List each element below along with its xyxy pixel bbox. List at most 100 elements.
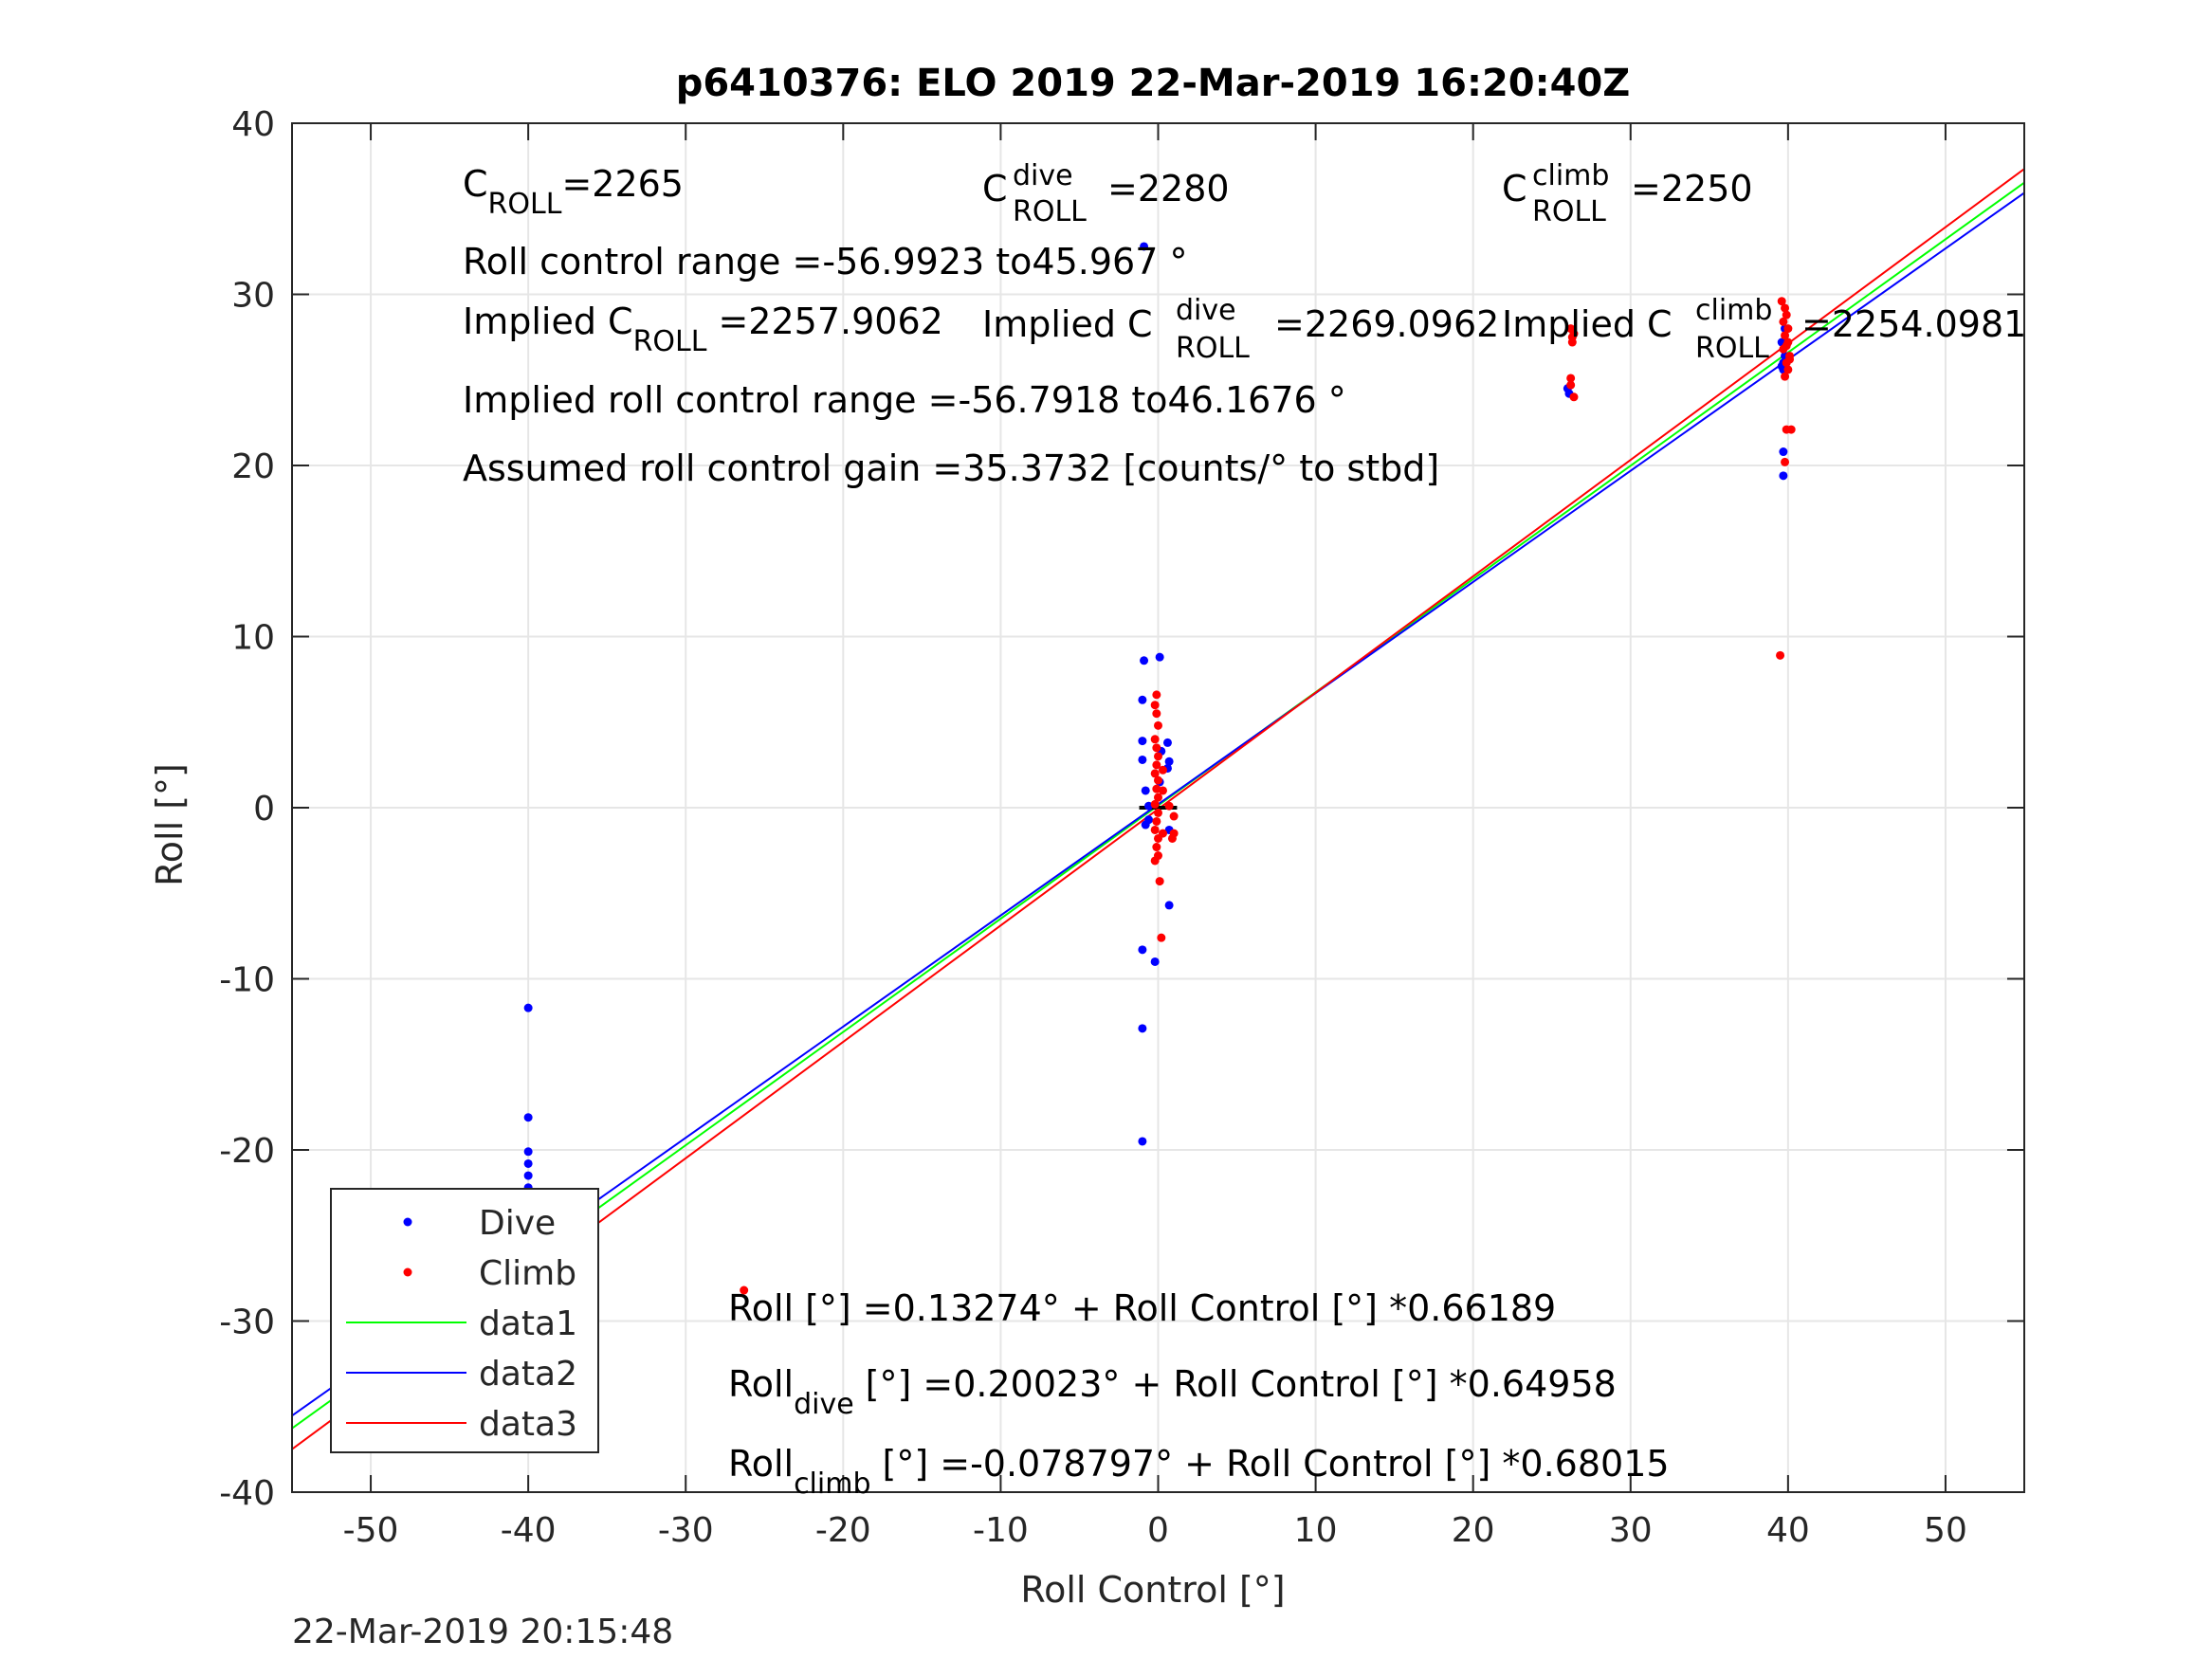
point-climb	[1154, 720, 1162, 730]
implied-c-roll-dive-sub: ROLL	[1176, 332, 1250, 365]
c-roll-climb-value: =2250	[1631, 168, 1753, 210]
x-tick-label: 30	[1609, 1511, 1653, 1550]
c-roll-dive-sup: dive	[1013, 159, 1073, 192]
point-climb	[1158, 829, 1167, 838]
y-tick-label: -20	[219, 1132, 275, 1171]
x-tick-label: -40	[501, 1511, 557, 1550]
x-tick-label: 50	[1924, 1511, 1967, 1550]
x-tick-label: 20	[1452, 1511, 1495, 1550]
y-tick-label: 20	[231, 447, 275, 486]
point-climb	[1157, 933, 1166, 942]
c-roll-dive-annotation: C	[982, 168, 1008, 210]
c-roll-climb-annotation: C	[1502, 168, 1527, 210]
chart-title: p6410376: ELO 2019 22-Mar-2019 16:20:40Z	[676, 62, 1631, 105]
point-climb	[1164, 801, 1174, 811]
point-dive	[1164, 901, 1174, 910]
point-climb	[1158, 786, 1167, 795]
point-dive	[523, 1113, 533, 1122]
y-tick-label: 30	[231, 277, 275, 316]
point-climb	[1154, 793, 1162, 802]
implied-c-roll-climb-value: =2254.0981	[1801, 303, 2026, 345]
point-climb	[1154, 775, 1162, 785]
point-climb	[1776, 650, 1785, 660]
point-dive	[1779, 471, 1788, 481]
point-climb	[1777, 297, 1786, 306]
point-climb	[1783, 324, 1793, 334]
c-roll-climb-sup: climb	[1532, 159, 1609, 192]
point-climb	[1781, 372, 1790, 381]
point-climb	[1155, 877, 1164, 886]
axis-ticks: -50 -40 -30 -20 -10 0 10 20 30 40 50 -40 -30 -20 -10 0 1…	[219, 105, 2024, 1550]
x-tick-label: -20	[815, 1511, 871, 1550]
point-climb	[1152, 709, 1161, 719]
point-climb	[1167, 833, 1177, 843]
implied-c-roll-climb-sup: climb	[1695, 294, 1772, 327]
legend-label: data2	[479, 1355, 577, 1394]
x-tick-label: -10	[973, 1511, 1029, 1550]
point-dive	[1138, 945, 1147, 955]
legend-label: data3	[479, 1405, 577, 1444]
legend-label: Climb	[479, 1254, 576, 1293]
point-dive	[1138, 695, 1147, 704]
legend-label: Dive	[479, 1204, 556, 1243]
point-climb	[1150, 735, 1160, 744]
point-climb	[1569, 329, 1579, 338]
implied-c-roll-climb-sub: ROLL	[1695, 332, 1769, 365]
legend-marker	[403, 1267, 412, 1277]
implied-range: Implied roll control range =-56.7918 to4…	[463, 379, 1346, 421]
point-dive	[1155, 652, 1164, 662]
point-dive	[1162, 738, 1172, 747]
point-climb	[1150, 856, 1160, 866]
point-dive	[523, 1147, 533, 1157]
x-tick-label: -30	[658, 1511, 714, 1550]
c-roll-dive-value: =2280	[1107, 168, 1230, 210]
c-roll-annotation: CROLL=2265	[463, 163, 684, 221]
fit-dive-equation: Rolldive [°] =0.20023° + Roll Control [°]…	[728, 1363, 1617, 1421]
c-roll-climb-sub: ROLL	[1532, 195, 1606, 228]
point-dive	[1138, 755, 1147, 764]
point-climb	[1152, 760, 1161, 770]
legend-box	[330, 1188, 599, 1453]
point-climb	[1781, 303, 1790, 313]
point-climb	[1781, 331, 1790, 340]
point-climb	[1169, 811, 1179, 821]
point-climb	[1782, 310, 1791, 319]
point-climb	[1786, 425, 1796, 434]
point-climb	[1152, 843, 1161, 852]
point-dive	[523, 1003, 533, 1012]
fit-all-equation: Roll [°] =0.13274° + Roll Control [°] *0.…	[728, 1287, 1556, 1329]
point-climb	[1150, 769, 1160, 778]
point-dive	[1150, 957, 1160, 966]
point-climb	[1150, 799, 1160, 809]
y-tick-label: 10	[231, 619, 275, 658]
implied-c-roll-dive: Implied C	[982, 303, 1153, 345]
point-climb	[1783, 365, 1793, 374]
point-climb	[1566, 374, 1576, 383]
timestamp: 22-Mar-2019 20:15:48	[292, 1613, 673, 1651]
legend-marker	[403, 1217, 412, 1227]
implied-c-roll-dive-sup: dive	[1176, 294, 1236, 327]
point-climb	[1158, 765, 1167, 775]
point-climb	[1567, 337, 1577, 347]
y-tick-label: -40	[219, 1474, 275, 1513]
point-climb	[1150, 825, 1160, 834]
point-dive	[1141, 820, 1150, 830]
roll-control-range: Roll control range =-56.9923 to45.967 °	[463, 241, 1187, 283]
legend: Dive Climb data1 data2 data3	[330, 1188, 599, 1453]
point-dive	[1138, 1024, 1147, 1033]
point-dive	[1141, 786, 1150, 795]
point-dive	[1138, 737, 1147, 746]
point-dive	[1138, 1137, 1147, 1146]
point-climb	[1152, 743, 1161, 753]
point-climb	[1154, 808, 1162, 817]
x-tick-label: 0	[1147, 1511, 1169, 1550]
y-tick-label: 0	[253, 790, 275, 829]
point-climb	[1785, 355, 1795, 364]
point-climb	[1152, 816, 1161, 826]
x-tick-label: -50	[343, 1511, 399, 1550]
point-climb	[1779, 317, 1788, 326]
implied-c-roll: Implied CROLL =2257.9062	[463, 301, 943, 358]
y-tick-label: 40	[231, 105, 275, 144]
point-climb	[740, 1285, 749, 1295]
